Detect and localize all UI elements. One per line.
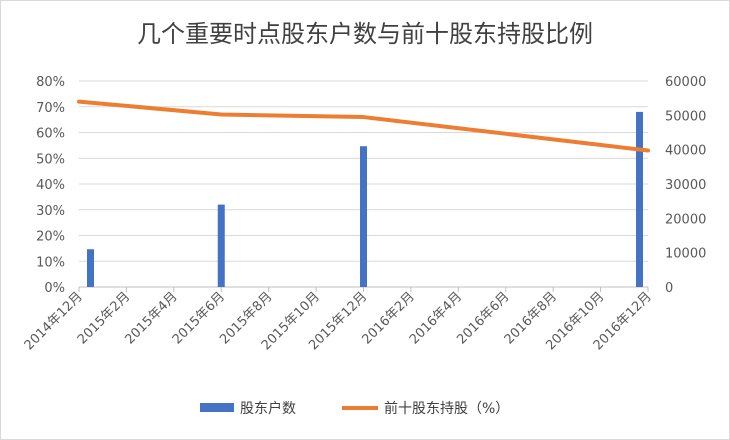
bar xyxy=(217,204,225,287)
y-left-tick-label: 0% xyxy=(44,281,65,296)
bar xyxy=(636,111,643,288)
legend-label-bar: 股东户数 xyxy=(240,400,296,417)
y-left-tick-label: 80% xyxy=(36,75,65,90)
y-right-tick-label: 30000 xyxy=(665,178,706,193)
chart-title: 几个重要时点股东户数与前十股东持股比例 xyxy=(137,20,593,48)
legend-label-line: 前十股东持股（%） xyxy=(384,400,509,417)
x-tick-label: 2014年12月 xyxy=(22,289,86,353)
y-left-tick-label: 70% xyxy=(36,101,65,116)
y-left-tick-label: 40% xyxy=(36,178,65,193)
y-left-tick-label: 30% xyxy=(36,204,65,219)
y-left-tick-label: 60% xyxy=(36,127,65,142)
y-right-tick-label: 10000 xyxy=(665,247,706,262)
y-left-tick-label: 10% xyxy=(36,255,65,270)
y-right-tick-label: 60000 xyxy=(665,75,706,90)
y-right-tick-label: 40000 xyxy=(665,144,706,159)
legend-swatch-bar xyxy=(200,403,234,412)
y-right-tick-label: 20000 xyxy=(665,212,706,227)
y-right-tick-label: 0 xyxy=(665,281,673,296)
y-right-tick-label: 50000 xyxy=(665,109,706,124)
bar xyxy=(87,249,94,287)
bar xyxy=(360,146,367,287)
series-line xyxy=(77,99,650,153)
y-left-tick-label: 20% xyxy=(36,230,65,245)
y-left-tick-label: 50% xyxy=(36,152,65,167)
